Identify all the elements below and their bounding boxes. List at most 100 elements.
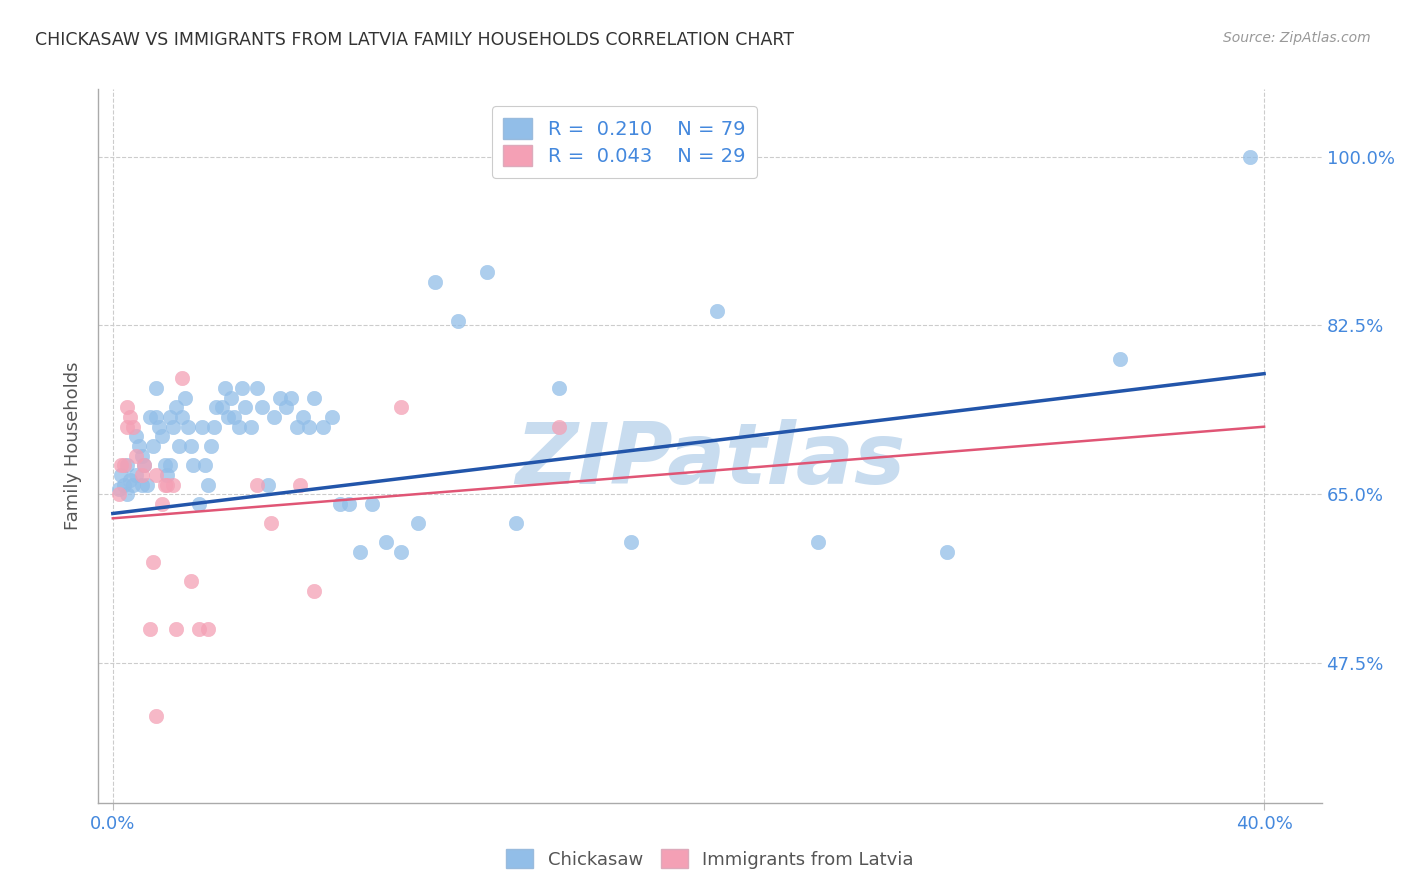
Point xyxy=(360,497,382,511)
Point xyxy=(115,458,138,473)
Point xyxy=(180,439,202,453)
Point xyxy=(125,467,148,482)
Point xyxy=(136,477,159,491)
Point xyxy=(145,467,167,482)
Point xyxy=(115,419,138,434)
Point xyxy=(1109,352,1132,367)
Point xyxy=(188,497,211,511)
Point xyxy=(214,381,236,395)
Point xyxy=(280,391,302,405)
Point xyxy=(406,516,429,530)
Point xyxy=(110,458,132,473)
Point xyxy=(134,458,156,473)
Point xyxy=(202,419,225,434)
Point xyxy=(165,622,187,636)
Point xyxy=(170,410,193,425)
Point xyxy=(211,401,233,415)
Point xyxy=(222,410,245,425)
Point xyxy=(156,467,179,482)
Point xyxy=(131,449,153,463)
Point xyxy=(150,429,173,443)
Point xyxy=(389,401,412,415)
Point xyxy=(288,477,311,491)
Point xyxy=(159,410,181,425)
Point xyxy=(139,410,162,425)
Point xyxy=(120,473,142,487)
Point xyxy=(128,439,150,453)
Point xyxy=(297,419,319,434)
Point xyxy=(180,574,202,588)
Point xyxy=(153,477,176,491)
Point xyxy=(260,516,283,530)
Point xyxy=(219,391,242,405)
Point xyxy=(115,401,138,415)
Point xyxy=(170,371,193,385)
Text: CHICKASAW VS IMMIGRANTS FROM LATVIA FAMILY HOUSEHOLDS CORRELATION CHART: CHICKASAW VS IMMIGRANTS FROM LATVIA FAMI… xyxy=(35,31,794,49)
Point xyxy=(252,401,274,415)
Point xyxy=(197,477,219,491)
Point xyxy=(115,487,138,501)
Point xyxy=(291,410,314,425)
Point xyxy=(447,313,470,327)
Point xyxy=(162,419,184,434)
Point xyxy=(246,381,269,395)
Point xyxy=(145,381,167,395)
Point xyxy=(349,545,371,559)
Point xyxy=(110,467,132,482)
Point xyxy=(120,410,142,425)
Text: Source: ZipAtlas.com: Source: ZipAtlas.com xyxy=(1223,31,1371,45)
Point xyxy=(112,458,135,473)
Point xyxy=(329,497,352,511)
Point xyxy=(153,458,176,473)
Point xyxy=(107,487,129,501)
Point xyxy=(1239,150,1261,164)
Y-axis label: Family Households: Family Households xyxy=(65,362,83,530)
Point xyxy=(200,439,222,453)
Point xyxy=(375,535,398,549)
Point xyxy=(425,275,447,289)
Point xyxy=(936,545,959,559)
Point xyxy=(321,410,343,425)
Point xyxy=(217,410,239,425)
Legend: Chickasaw, Immigrants from Latvia: Chickasaw, Immigrants from Latvia xyxy=(499,841,921,876)
Point xyxy=(145,709,167,723)
Point xyxy=(142,555,165,569)
Point xyxy=(246,477,269,491)
Point xyxy=(807,535,830,549)
Point xyxy=(131,467,153,482)
Point xyxy=(285,419,308,434)
Point xyxy=(173,391,195,405)
Point xyxy=(162,477,184,491)
Point xyxy=(176,419,198,434)
Point xyxy=(145,410,167,425)
Point xyxy=(131,477,153,491)
Text: ZIPatlas: ZIPatlas xyxy=(515,418,905,502)
Point xyxy=(194,458,217,473)
Point xyxy=(337,497,360,511)
Point xyxy=(304,583,326,598)
Point xyxy=(125,429,148,443)
Point xyxy=(183,458,205,473)
Point xyxy=(167,439,190,453)
Point xyxy=(706,304,728,318)
Point xyxy=(122,419,145,434)
Point xyxy=(107,483,129,497)
Point xyxy=(389,545,412,559)
Point xyxy=(188,622,211,636)
Point xyxy=(548,419,571,434)
Point xyxy=(233,401,256,415)
Point xyxy=(205,401,228,415)
Point xyxy=(142,439,165,453)
Point xyxy=(475,265,498,279)
Point xyxy=(134,458,156,473)
Point xyxy=(269,391,291,405)
Point xyxy=(122,477,145,491)
Point xyxy=(150,497,173,511)
Point xyxy=(239,419,262,434)
Point xyxy=(156,477,179,491)
Point xyxy=(112,477,135,491)
Point xyxy=(165,401,187,415)
Point xyxy=(304,391,326,405)
Point xyxy=(159,458,181,473)
Point xyxy=(191,419,214,434)
